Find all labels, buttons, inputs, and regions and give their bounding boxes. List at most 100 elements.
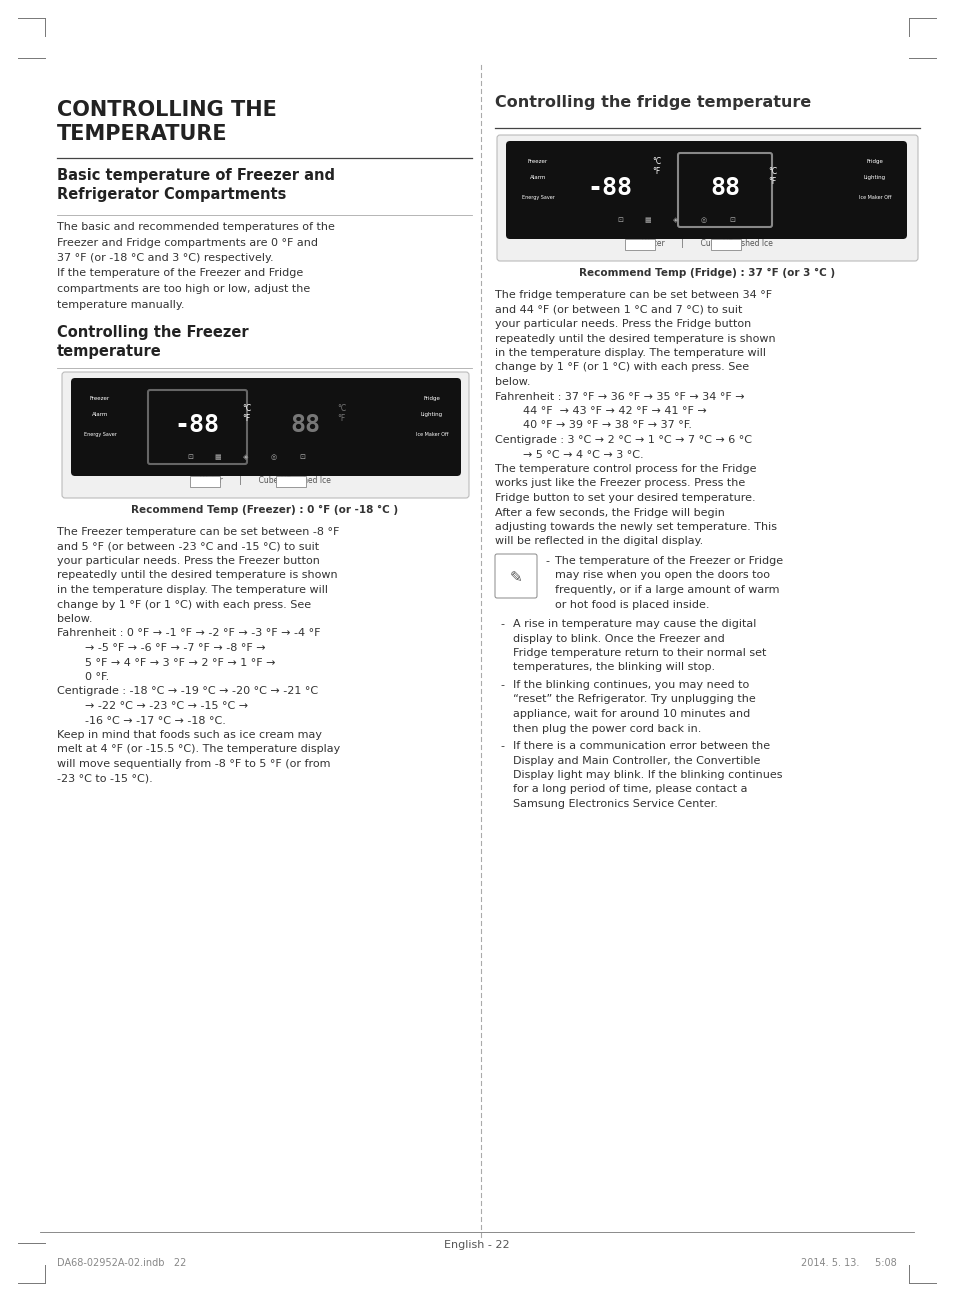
Bar bbox=[190, 476, 220, 487]
Bar bbox=[624, 239, 655, 250]
Text: After a few seconds, the Fridge will begin: After a few seconds, the Fridge will beg… bbox=[495, 507, 724, 518]
Text: Fahrenheit : 37 °F → 36 °F → 35 °F → 34 °F →: Fahrenheit : 37 °F → 36 °F → 35 °F → 34 … bbox=[495, 392, 744, 402]
Text: Fridge: Fridge bbox=[865, 159, 882, 164]
Text: The temperature of the Freezer or Fridge: The temperature of the Freezer or Fridge bbox=[555, 556, 782, 566]
Text: Freezer: Freezer bbox=[527, 159, 547, 164]
Text: then plug the power cord back in.: then plug the power cord back in. bbox=[513, 723, 700, 734]
Text: 88: 88 bbox=[709, 176, 740, 200]
Text: The temperature control process for the Fridge: The temperature control process for the … bbox=[495, 464, 756, 474]
Text: Water       |       Cubed/Crushed Ice: Water | Cubed/Crushed Ice bbox=[640, 239, 772, 248]
Text: temperature manually.: temperature manually. bbox=[57, 299, 184, 310]
Text: Recommend Temp (Freezer) : 0 °F (or -18 °C ): Recommend Temp (Freezer) : 0 °F (or -18 … bbox=[132, 505, 398, 515]
Text: for a long period of time, please contact a: for a long period of time, please contac… bbox=[513, 785, 747, 795]
Text: Fridge button to set your desired temperature.: Fridge button to set your desired temper… bbox=[495, 493, 755, 503]
Text: repeatedly until the desired temperature is shown: repeatedly until the desired temperature… bbox=[495, 333, 775, 343]
Text: -23 °C to -15 °C).: -23 °C to -15 °C). bbox=[57, 774, 152, 783]
Text: The Freezer temperature can be set between -8 °F: The Freezer temperature can be set betwe… bbox=[57, 527, 339, 537]
Text: -: - bbox=[499, 619, 503, 628]
Text: A rise in temperature may cause the digital: A rise in temperature may cause the digi… bbox=[513, 619, 756, 628]
Text: Controlling the fridge temperature: Controlling the fridge temperature bbox=[495, 95, 810, 111]
Text: Ice Maker Off: Ice Maker Off bbox=[858, 195, 890, 200]
Text: Ice Maker Off: Ice Maker Off bbox=[416, 432, 448, 437]
Text: → -5 °F → -6 °F → -7 °F → -8 °F →: → -5 °F → -6 °F → -7 °F → -8 °F → bbox=[57, 643, 265, 653]
Bar bbox=[710, 239, 740, 250]
Text: → -22 °C → -23 °C → -15 °C →: → -22 °C → -23 °C → -15 °C → bbox=[57, 701, 248, 712]
Text: Fridge temperature return to their normal set: Fridge temperature return to their norma… bbox=[513, 648, 765, 658]
Text: -: - bbox=[499, 680, 503, 690]
Text: ⊡: ⊡ bbox=[298, 454, 305, 461]
Text: Recommend Temp (Fridge) : 37 °F (or 3 °C ): Recommend Temp (Fridge) : 37 °F (or 3 °C… bbox=[578, 268, 834, 278]
FancyBboxPatch shape bbox=[495, 554, 537, 598]
Text: adjusting towards the newly set temperature. This: adjusting towards the newly set temperat… bbox=[495, 522, 776, 532]
Text: ◎: ◎ bbox=[700, 217, 706, 222]
Text: The basic and recommended temperatures of the: The basic and recommended temperatures o… bbox=[57, 222, 335, 232]
Text: -88: -88 bbox=[587, 176, 632, 200]
FancyBboxPatch shape bbox=[62, 372, 469, 498]
Text: Water       |       Cubed/Crushed Ice: Water | Cubed/Crushed Ice bbox=[199, 476, 330, 485]
Text: -16 °C → -17 °C → -18 °C.: -16 °C → -17 °C → -18 °C. bbox=[57, 716, 226, 726]
Text: 44 °F  → 43 °F → 42 °F → 41 °F →: 44 °F → 43 °F → 42 °F → 41 °F → bbox=[495, 406, 706, 416]
Text: Basic temperature of Freezer and
Refrigerator Compartments: Basic temperature of Freezer and Refrige… bbox=[57, 168, 335, 202]
Text: ⊡: ⊡ bbox=[617, 217, 622, 222]
Text: 37 °F (or -18 °C and 3 °C) respectively.: 37 °F (or -18 °C and 3 °C) respectively. bbox=[57, 252, 274, 263]
Text: repeatedly until the desired temperature is shown: repeatedly until the desired temperature… bbox=[57, 571, 337, 580]
Text: Alarm: Alarm bbox=[529, 176, 546, 180]
Text: Alarm: Alarm bbox=[91, 412, 108, 418]
Text: your particular needs. Press the Freezer button: your particular needs. Press the Freezer… bbox=[57, 556, 319, 566]
Text: → 5 °C → 4 °C → 3 °C.: → 5 °C → 4 °C → 3 °C. bbox=[495, 450, 643, 459]
Text: ◎: ◎ bbox=[271, 454, 276, 461]
Text: your particular needs. Press the Fridge button: your particular needs. Press the Fridge … bbox=[495, 319, 750, 329]
Text: Lighting: Lighting bbox=[420, 412, 442, 418]
Text: °C: °C bbox=[336, 405, 346, 412]
Text: appliance, wait for around 10 minutes and: appliance, wait for around 10 minutes an… bbox=[513, 709, 749, 719]
Text: may rise when you open the doors too: may rise when you open the doors too bbox=[555, 571, 769, 580]
Text: in the temperature display. The temperature will: in the temperature display. The temperat… bbox=[57, 585, 328, 595]
Text: temperatures, the blinking will stop.: temperatures, the blinking will stop. bbox=[513, 662, 715, 673]
Text: If the temperature of the Freezer and Fridge: If the temperature of the Freezer and Fr… bbox=[57, 268, 303, 278]
Text: Energy Saver: Energy Saver bbox=[521, 195, 554, 200]
FancyBboxPatch shape bbox=[497, 135, 917, 262]
Text: Freezer and Fridge compartments are 0 °F and: Freezer and Fridge compartments are 0 °F… bbox=[57, 238, 317, 247]
FancyBboxPatch shape bbox=[505, 141, 906, 239]
Text: 0 °F.: 0 °F. bbox=[57, 673, 110, 682]
Text: or hot food is placed inside.: or hot food is placed inside. bbox=[555, 600, 709, 609]
Text: 2014. 5. 13.     5:08: 2014. 5. 13. 5:08 bbox=[801, 1258, 896, 1268]
Text: °C: °C bbox=[767, 167, 777, 176]
Text: and 44 °F (or between 1 °C and 7 °C) to suit: and 44 °F (or between 1 °C and 7 °C) to … bbox=[495, 304, 741, 315]
Text: -88: -88 bbox=[174, 412, 219, 437]
Text: Energy Saver: Energy Saver bbox=[84, 432, 116, 437]
Text: Centigrade : -18 °C → -19 °C → -20 °C → -21 °C: Centigrade : -18 °C → -19 °C → -20 °C → … bbox=[57, 687, 317, 696]
Text: Display and Main Controller, the Convertible: Display and Main Controller, the Convert… bbox=[513, 756, 760, 765]
Text: Keep in mind that foods such as ice cream may: Keep in mind that foods such as ice crea… bbox=[57, 730, 322, 740]
Text: ◈: ◈ bbox=[243, 454, 249, 461]
Text: Centigrade : 3 °C → 2 °C → 1 °C → 7 °C → 6 °C: Centigrade : 3 °C → 2 °C → 1 °C → 7 °C →… bbox=[495, 435, 751, 445]
Text: °F: °F bbox=[336, 414, 345, 423]
Text: 88: 88 bbox=[290, 412, 319, 437]
Text: 5 °F → 4 °F → 3 °F → 2 °F → 1 °F →: 5 °F → 4 °F → 3 °F → 2 °F → 1 °F → bbox=[57, 657, 275, 667]
Text: English - 22: English - 22 bbox=[444, 1240, 509, 1250]
Text: change by 1 °F (or 1 °C) with each press. See: change by 1 °F (or 1 °C) with each press… bbox=[57, 600, 311, 609]
Text: Display light may blink. If the blinking continues: Display light may blink. If the blinking… bbox=[513, 770, 781, 781]
Text: °F: °F bbox=[767, 177, 776, 186]
Text: below.: below. bbox=[57, 614, 92, 624]
Text: Lighting: Lighting bbox=[863, 176, 885, 180]
Text: melt at 4 °F (or -15.5 °C). The temperature display: melt at 4 °F (or -15.5 °C). The temperat… bbox=[57, 744, 340, 755]
Text: CONTROLLING THE
TEMPERATURE: CONTROLLING THE TEMPERATURE bbox=[57, 100, 276, 144]
Text: compartments are too high or low, adjust the: compartments are too high or low, adjust… bbox=[57, 284, 310, 294]
Text: will be reflected in the digital display.: will be reflected in the digital display… bbox=[495, 536, 702, 546]
Text: DA68-02952A-02.indb   22: DA68-02952A-02.indb 22 bbox=[57, 1258, 186, 1268]
Text: -: - bbox=[499, 742, 503, 751]
Bar bbox=[275, 476, 306, 487]
Text: ▦: ▦ bbox=[214, 454, 221, 461]
Text: works just like the Freezer process. Press the: works just like the Freezer process. Pre… bbox=[495, 479, 744, 488]
Text: ▦: ▦ bbox=[644, 217, 651, 222]
Text: °C: °C bbox=[242, 405, 251, 412]
Text: and 5 °F (or between -23 °C and -15 °C) to suit: and 5 °F (or between -23 °C and -15 °C) … bbox=[57, 541, 319, 552]
FancyBboxPatch shape bbox=[148, 390, 247, 464]
Text: ◈: ◈ bbox=[673, 217, 678, 222]
Text: display to blink. Once the Freezer and: display to blink. Once the Freezer and bbox=[513, 634, 724, 644]
Text: Fahrenheit : 0 °F → -1 °F → -2 °F → -3 °F → -4 °F: Fahrenheit : 0 °F → -1 °F → -2 °F → -3 °… bbox=[57, 628, 320, 639]
Text: Samsung Electronics Service Center.: Samsung Electronics Service Center. bbox=[513, 799, 717, 809]
FancyBboxPatch shape bbox=[678, 154, 771, 226]
Text: °F: °F bbox=[242, 414, 250, 423]
